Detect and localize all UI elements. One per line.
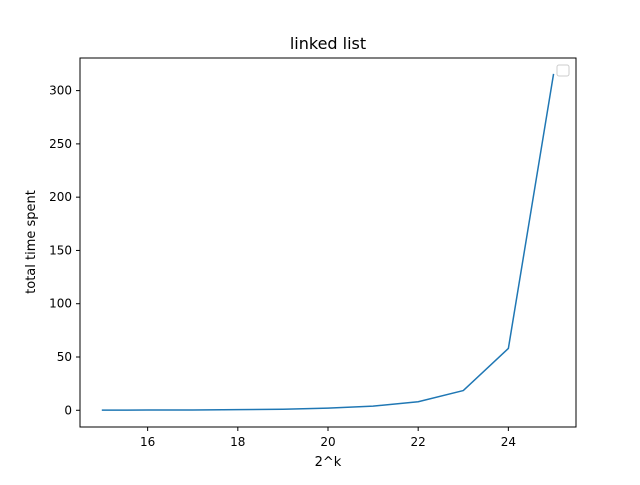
chart-title: linked list: [290, 34, 366, 53]
x-tick-label: 16: [140, 435, 155, 449]
y-tick-label: 0: [64, 403, 72, 417]
y-axis-label: total time spent: [24, 190, 39, 294]
series-line: [101, 73, 555, 411]
x-tick-label: 24: [501, 435, 516, 449]
y-tick-label: 100: [49, 297, 72, 311]
x-tick-label: 20: [320, 435, 335, 449]
y-tick-label: 250: [49, 137, 72, 151]
legend-box: [556, 64, 570, 77]
x-tick-label: 18: [230, 435, 245, 449]
x-axis-ticks: 16 18 20 22 24: [140, 427, 516, 449]
y-axis-ticks: 0 50 100 150 200 250 300: [49, 84, 80, 417]
series-layer: [101, 73, 555, 411]
y-tick-label: 150: [49, 243, 72, 257]
y-tick-label: 50: [57, 350, 72, 364]
x-tick-label: 22: [411, 435, 426, 449]
y-tick-label: 300: [49, 84, 72, 98]
y-tick-label: 200: [49, 190, 72, 204]
x-axis-label: 2^k: [315, 455, 342, 470]
